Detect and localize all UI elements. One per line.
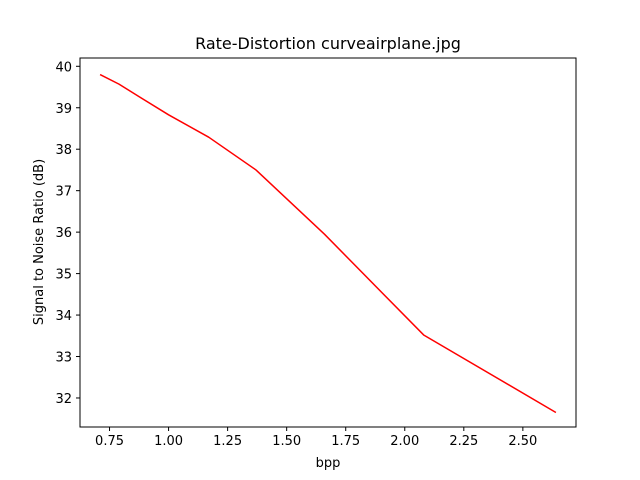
y-tick-label: 39 [55,102,72,117]
x-tick-label: 1.00 [154,434,183,449]
y-tick-label: 36 [55,226,72,241]
x-tick-label: 1.75 [331,434,360,449]
y-axis-label: Signal to Noise Ratio (dB) [32,159,47,325]
plot-frame [79,57,577,428]
y-axis: 32 33 34 35 36 37 38 39 40 [55,60,80,407]
y-tick-label: 37 [55,185,72,200]
chart-title: Rate-Distortion curveairplane.jpg [195,34,461,53]
y-tick-label: 38 [55,143,72,158]
x-tick-label: 2.00 [390,434,419,449]
plot-area [99,73,557,414]
x-tick-label: 2.25 [449,434,478,449]
x-axis: 0.75 1.00 1.25 1.50 1.75 2.00 2.25 2.50 [95,427,537,449]
y-tick-label: 40 [55,60,72,75]
x-axis-label: bpp [316,456,341,471]
x-tick-label: 1.50 [272,434,301,449]
x-tick-label: 2.50 [508,434,537,449]
y-tick-label: 34 [55,309,72,324]
y-tick-label: 32 [55,392,72,407]
x-tick-label: 0.75 [95,434,124,449]
y-tick-label: 35 [55,268,72,283]
y-tick-label: 33 [55,351,72,366]
x-tick-label: 1.25 [213,434,242,449]
series-line [99,73,557,414]
